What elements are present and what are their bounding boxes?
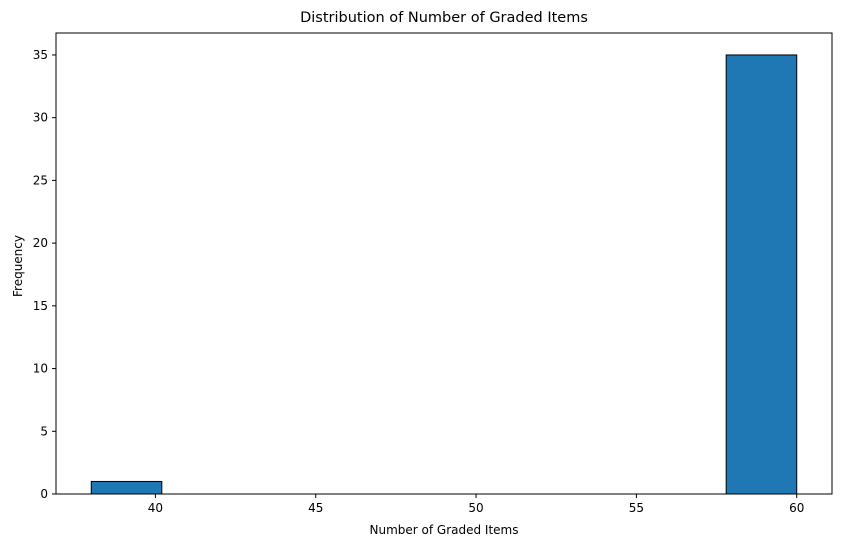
- x-tick-label-1: 45: [308, 501, 323, 515]
- x-tick-label-3: 55: [629, 501, 644, 515]
- y-tick-label-2: 10: [33, 362, 48, 376]
- y-tick-label-7: 35: [33, 48, 48, 62]
- y-tick-label-4: 20: [33, 236, 48, 250]
- x-tick-label-2: 50: [468, 501, 483, 515]
- x-axis: 40 45 50 55 60: [148, 494, 804, 515]
- y-axis-title: Frequency: [11, 235, 25, 297]
- y-axis: 0 5 10 15 20 25 30 35: [33, 48, 56, 501]
- y-tick-label-6: 30: [33, 111, 48, 125]
- x-axis-title: Number of Graded Items: [370, 523, 519, 537]
- histogram-bar-0: [90, 480, 163, 495]
- plot-frame: [55, 32, 833, 495]
- x-tick-label-0: 40: [148, 501, 163, 515]
- y-tick-label-1: 5: [40, 424, 48, 438]
- histogram-bar-9: [725, 54, 798, 495]
- y-tick-label-5: 25: [33, 173, 48, 187]
- y-tick-label-3: 15: [33, 299, 48, 313]
- bars-group: [90, 54, 798, 495]
- x-tick-label-4: 60: [789, 501, 804, 515]
- chart-title: Distribution of Number of Graded Items: [300, 10, 588, 26]
- y-tick-label-0: 0: [40, 487, 48, 501]
